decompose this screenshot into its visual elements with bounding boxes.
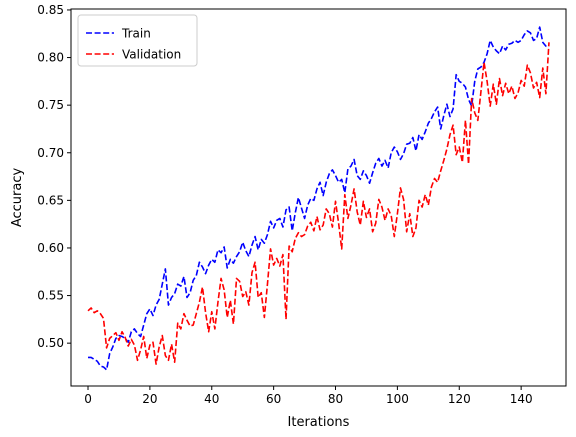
- x-tick-label: 120: [448, 392, 471, 406]
- y-tick-label: 0.65: [37, 193, 64, 207]
- y-tick-label: 0.70: [37, 146, 64, 160]
- y-tick-label: 0.85: [37, 3, 64, 17]
- x-tick-label: 40: [204, 392, 219, 406]
- y-tick-label: 0.50: [37, 336, 64, 350]
- y-tick-label: 0.80: [37, 51, 64, 65]
- x-tick-label: 80: [328, 392, 343, 406]
- series-layer: [87, 26, 550, 371]
- x-axis-ticks: 0 20 40 60 80 100 120 140: [84, 386, 533, 406]
- x-tick-label: 140: [510, 392, 533, 406]
- legend-label-validation: Validation: [122, 48, 181, 62]
- y-tick-label: 0.55: [37, 289, 64, 303]
- x-tick-label: 60: [266, 392, 281, 406]
- x-tick-label: 0: [84, 392, 92, 406]
- x-axis-label: Iterations: [288, 415, 350, 430]
- series-line-validation: [87, 42, 550, 365]
- legend: Train Validation: [77, 14, 198, 67]
- x-tick-label: 100: [386, 392, 409, 406]
- plot-area: [71, 9, 566, 386]
- y-axis-label: Accuracy: [10, 168, 25, 228]
- y-axis-ticks: 0.50 0.55 0.60 0.65 0.70 0.75 0.80 0.85: [37, 3, 71, 350]
- plot-frame: [70, 8, 567, 387]
- y-tick-label: 0.75: [37, 98, 64, 112]
- y-tick-label: 0.60: [37, 241, 64, 255]
- legend-label-train: Train: [121, 27, 151, 41]
- x-tick-label: 20: [142, 392, 157, 406]
